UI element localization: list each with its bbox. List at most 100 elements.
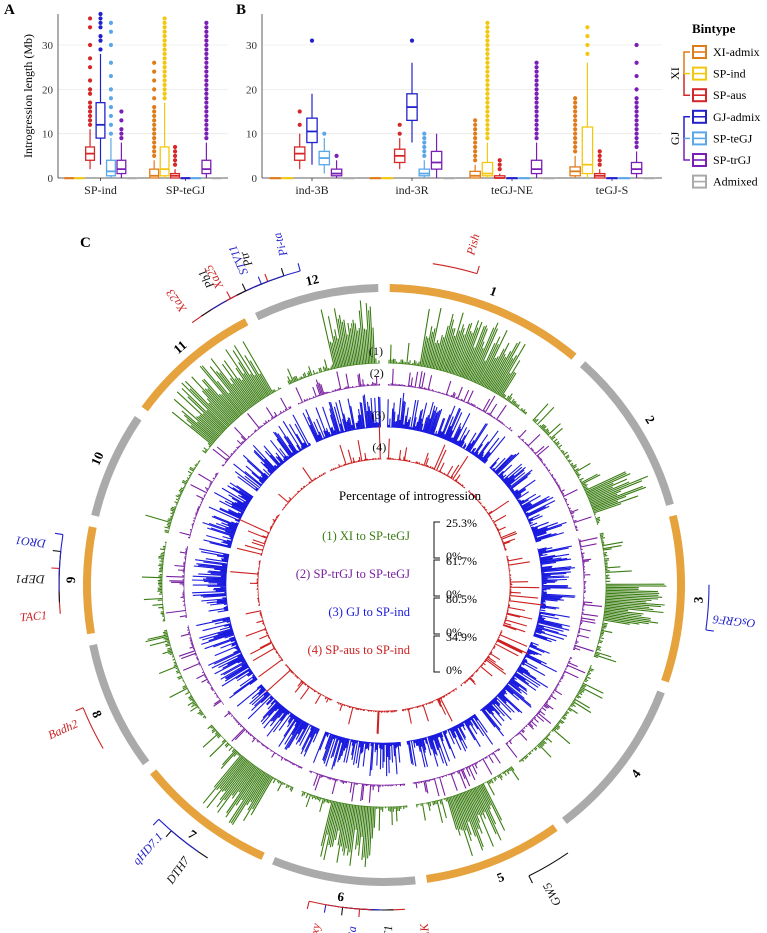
outlier-point <box>162 25 167 30</box>
chromosome-arc <box>254 284 379 321</box>
track-baseline <box>415 766 513 806</box>
outlier-point <box>98 38 103 43</box>
scale-min: 0% <box>446 587 462 601</box>
chromosome-label: 12 <box>304 271 320 289</box>
outlier-point <box>152 118 157 123</box>
track-baseline <box>337 701 398 712</box>
gene-tick <box>297 263 301 272</box>
track-id-label: (2) <box>370 366 384 380</box>
chromosome-label: 3 <box>690 596 705 604</box>
outlier-point <box>87 42 93 48</box>
outlier-point <box>485 78 490 83</box>
outlier-point <box>152 109 157 114</box>
gene-tick <box>257 276 262 285</box>
outlier-point <box>98 11 103 17</box>
outlier-point <box>172 144 178 150</box>
gene-label: TAC1 <box>19 608 47 624</box>
track-3: (3) <box>191 392 576 777</box>
outlier-point <box>634 60 639 65</box>
outlier-point <box>534 91 539 96</box>
outlier-point <box>485 73 490 79</box>
track-id-label: (1) <box>369 344 383 358</box>
track-baseline <box>288 362 380 385</box>
outlier-point <box>485 20 490 25</box>
outlier-point <box>204 96 209 101</box>
outlier-point <box>204 82 209 88</box>
track-baseline <box>412 748 500 784</box>
track-baseline <box>204 387 282 454</box>
outlier-point <box>204 113 209 119</box>
outlier-point <box>534 96 539 101</box>
outlier-point <box>152 127 157 132</box>
box-xi-admix <box>64 177 75 180</box>
outlier-point <box>422 140 427 145</box>
gj-bracket-top <box>683 116 690 139</box>
outlier-point <box>204 100 209 105</box>
outlier-point <box>634 109 639 114</box>
y-tick-label: 10 <box>246 129 258 141</box>
track-baseline <box>189 472 219 539</box>
outlier-point <box>634 127 639 132</box>
legend-label: SP-aus <box>713 88 747 102</box>
legend-label: SP-teGJ <box>713 131 753 145</box>
outlier-point <box>162 87 167 92</box>
legend-item-xi-admix: XI-admix <box>692 45 760 59</box>
outlier-point <box>162 96 167 101</box>
gene-annotation-chr9: TAC1 DEP1 DRO1 <box>15 532 64 624</box>
gene-label: DEP1 <box>15 572 46 586</box>
boxplot-panel-b: 0 10 20 30 ind-3B ind-3R teGJ-NE teGJ-S <box>246 14 662 197</box>
outlier-point <box>108 122 114 127</box>
outlier-point <box>597 158 602 163</box>
outlier-point <box>534 118 539 123</box>
track-baseline <box>282 473 326 511</box>
outlier-point <box>108 96 114 101</box>
outlier-point <box>534 113 539 119</box>
box-admixed <box>343 177 355 180</box>
track-baseline <box>468 491 506 552</box>
legend-item-sp-tegj: SP-teGJ <box>692 131 753 146</box>
outlier-point <box>573 100 578 105</box>
panel-label-a: A <box>4 2 15 18</box>
track-baseline <box>489 467 537 543</box>
track-baseline <box>388 362 527 415</box>
outlier-point <box>162 34 167 39</box>
box-sp-trgj <box>430 133 443 178</box>
outlier-point <box>162 42 167 48</box>
box-admixed <box>211 177 222 180</box>
box-body <box>330 168 343 177</box>
outlier-point <box>204 109 209 114</box>
track-label: (1) XI to SP-teGJ <box>322 529 410 543</box>
legend-label: XI-admix <box>713 45 760 59</box>
xi-bracket-bottom <box>683 73 690 96</box>
track-baseline <box>387 384 513 432</box>
track-baseline <box>187 625 225 705</box>
box-gj-admix <box>506 177 518 180</box>
center-legend-item-3: (3) GJ to SP-ind 80.5% 0% <box>328 592 477 639</box>
scale-bracket <box>433 559 440 597</box>
outlier-point <box>297 122 302 127</box>
outlier-point <box>485 42 490 48</box>
outlier-point <box>485 65 490 70</box>
outlier-point <box>87 78 93 83</box>
outlier-point <box>98 20 103 25</box>
outlier-point <box>534 109 539 114</box>
outlier-point <box>573 96 578 101</box>
outlier-point <box>204 87 209 92</box>
outlier-point <box>172 153 178 158</box>
box-admixed <box>443 177 455 180</box>
outlier-point <box>634 140 639 145</box>
track-baseline <box>298 384 381 405</box>
gene-label: Pish <box>463 232 482 257</box>
outlier-point <box>634 131 639 136</box>
outlier-point <box>162 82 167 88</box>
outlier-point <box>573 140 578 145</box>
track-baseline <box>479 641 532 711</box>
outlier-point <box>309 38 315 43</box>
scale-bracket <box>433 521 440 559</box>
outlier-point <box>473 122 478 127</box>
track-baseline <box>285 664 333 701</box>
outlier-point <box>585 51 590 56</box>
gene-tick <box>165 830 172 838</box>
outlier-point <box>162 56 167 61</box>
boxplot-panel-a: 0 10 20 30 Introgression length (Mb) SP-ind SP… <box>21 11 228 197</box>
